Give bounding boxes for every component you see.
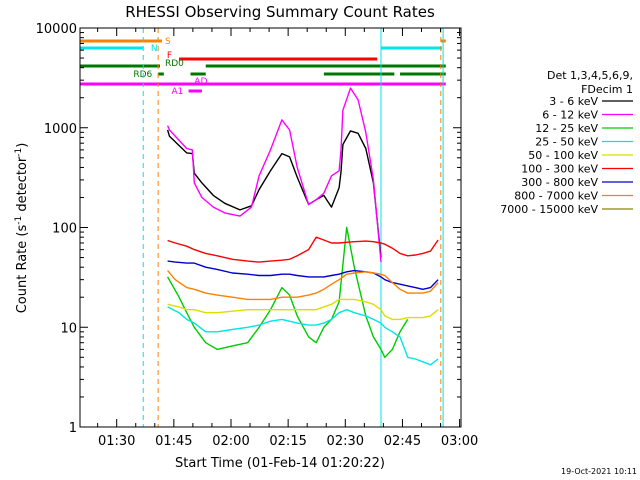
flag-label-f: F <box>167 51 172 61</box>
legend-label-2: 6 - 12 keV <box>542 109 598 122</box>
legend-header-line1: Det 1,3,4,5,6,9, <box>547 69 633 82</box>
legend-label-5: 50 - 100 keV <box>528 149 598 162</box>
x-tick-label: 02:00 <box>212 434 249 449</box>
y-axis-label-mid: detector <box>15 156 30 216</box>
y-tick-label: 100 <box>52 222 77 237</box>
series-line-1 <box>166 129 382 258</box>
legend-label-8: 800 - 7000 keV <box>514 190 598 203</box>
y-axis-label-main: Count Rate (s <box>15 225 30 314</box>
x-tick-label: 01:45 <box>155 434 192 449</box>
y-axis-label-end: ) <box>15 143 30 148</box>
x-axis: 01:30 01:45 02:00 02:15 02:30 02:45 03:00 <box>97 28 478 449</box>
chart-title: RHESSI Observing Summary Count Rates <box>125 3 435 21</box>
x-tick-label: 02:30 <box>327 434 364 449</box>
legend-label-6: 100 - 300 keV <box>521 163 598 176</box>
y-axis-label-sup2: -1 <box>14 148 24 157</box>
y-axis-label-sup1: -1 <box>14 216 24 225</box>
y-axis: 1 10 100 1000 10000 <box>36 22 461 436</box>
series-line-4 <box>167 306 439 366</box>
y-tick-label: 1 <box>69 421 77 436</box>
flag-label-ad: AD <box>194 77 207 87</box>
y-axis-label: Count Rate (s-1 detector-1) <box>14 143 30 314</box>
legend-label-1: 3 - 6 keV <box>549 95 598 108</box>
time-markers <box>79 28 444 427</box>
y-tick-label: 10000 <box>36 22 77 37</box>
flag-bars: SNFRD0RD6ADA1 <box>80 37 446 97</box>
flag-label-s: S <box>165 37 171 47</box>
series-line-7 <box>167 260 439 290</box>
flag-label-a1: A1 <box>171 87 183 97</box>
legend-header-line2: FDecim 1 <box>581 83 633 96</box>
x-tick-label: 02:15 <box>269 434 306 449</box>
x-axis-label: Start Time (01-Feb-14 01:20:22) <box>175 456 385 471</box>
legend-label-4: 25 - 50 keV <box>535 136 598 149</box>
legend-label-3: 12 - 25 keV <box>535 122 598 135</box>
legend-label-7: 300 - 800 keV <box>521 176 598 189</box>
flag-label-rd0: RD0 <box>165 59 184 69</box>
x-tick-label: 03:00 <box>441 434 478 449</box>
y-tick-label: 10 <box>60 321 77 336</box>
series-line-2 <box>166 87 382 263</box>
x-tick-label: 01:30 <box>98 434 135 449</box>
series-line-6 <box>167 236 439 263</box>
x-tick-label: 02:45 <box>384 434 421 449</box>
data-series <box>166 87 439 366</box>
series-line-8 <box>167 270 439 301</box>
plot-frame <box>79 27 462 428</box>
y-tick-label: 1000 <box>44 122 77 137</box>
footer-date: 19-Oct-2021 10:11 <box>561 467 637 476</box>
series-line-5 <box>167 298 439 321</box>
legend-label-9: 7000 - 15000 keV <box>500 203 598 216</box>
flag-label-n: N <box>151 44 158 54</box>
series-line-3 <box>166 226 409 358</box>
